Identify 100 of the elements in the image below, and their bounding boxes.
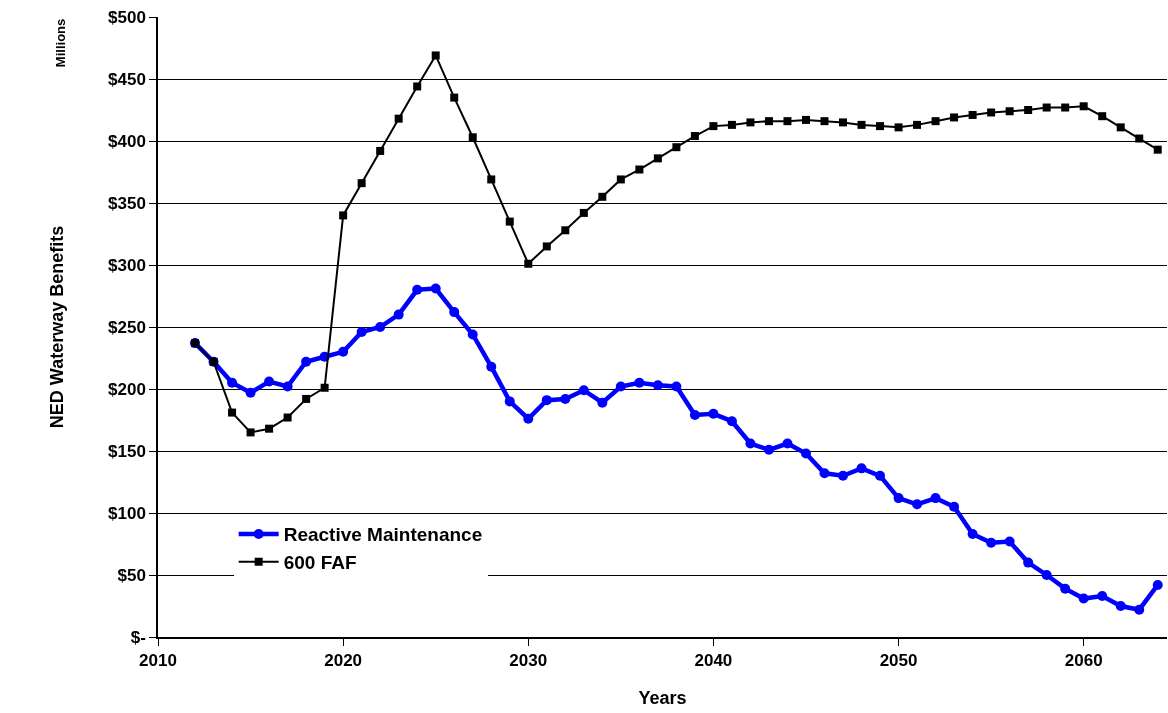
point: [819, 468, 830, 479]
point: [1134, 604, 1145, 615]
point: [375, 322, 386, 332]
point: [1042, 103, 1051, 112]
point: [782, 438, 793, 449]
point: [598, 192, 607, 201]
point: [450, 93, 459, 102]
y-tick-label: $300: [108, 255, 146, 275]
point: [264, 376, 275, 387]
point: [487, 175, 496, 184]
point: [467, 329, 478, 340]
point: [967, 529, 978, 540]
point: [726, 416, 737, 427]
point: [1041, 570, 1052, 580]
point: [1115, 601, 1126, 611]
point: [1153, 145, 1162, 154]
y-tick-label: $-: [130, 627, 146, 647]
x-tick-label: 2010: [139, 651, 177, 671]
point: [635, 165, 644, 174]
point: [302, 394, 311, 403]
legend-label: 600 FAF: [283, 552, 357, 574]
point: [1116, 123, 1125, 132]
point: [913, 120, 922, 129]
point: [505, 217, 514, 226]
point: [931, 117, 940, 126]
point: [745, 438, 756, 449]
y-tick-label: $500: [108, 7, 146, 27]
point: [1023, 557, 1034, 568]
point: [764, 117, 773, 126]
point: [763, 444, 774, 455]
point: [449, 307, 460, 318]
point: [227, 377, 238, 388]
point: [1004, 536, 1015, 547]
point: [320, 383, 329, 392]
point: [394, 114, 403, 123]
point: [376, 146, 385, 155]
point: [282, 381, 293, 392]
x-tick-label: 2040: [694, 651, 733, 671]
point: [986, 537, 997, 548]
point: [800, 448, 811, 459]
point: [283, 413, 292, 422]
x-tick-label: 2030: [509, 651, 548, 671]
point: [561, 226, 570, 235]
point: [579, 208, 588, 217]
point: [820, 117, 829, 126]
point: [987, 108, 996, 117]
point: [783, 117, 792, 126]
point: [597, 397, 608, 408]
point: [1079, 102, 1088, 111]
point: [486, 361, 497, 372]
point: [1098, 112, 1107, 121]
x-tick-label: 2050: [879, 651, 918, 671]
point: [560, 393, 571, 404]
point: [357, 179, 366, 188]
point: [245, 387, 256, 398]
point: [838, 470, 849, 481]
point: [672, 143, 681, 152]
point: [301, 356, 312, 367]
point: [542, 242, 551, 251]
point: [894, 123, 903, 132]
point: [338, 346, 349, 357]
y-tick-label: $100: [108, 503, 146, 523]
point: [671, 381, 682, 392]
point: [876, 122, 885, 131]
y-tick-label: $200: [108, 379, 146, 399]
text: Millions: [53, 18, 69, 68]
point: [1135, 134, 1144, 143]
point: [413, 82, 422, 91]
point: [634, 377, 645, 388]
point: [228, 408, 237, 417]
point: [652, 380, 663, 391]
point: [468, 133, 477, 142]
point: [1061, 103, 1070, 112]
point: [615, 381, 626, 392]
point: [246, 428, 255, 437]
point: [1060, 583, 1071, 594]
point: [1078, 593, 1089, 604]
point: [431, 51, 440, 60]
y-tick-label: $150: [108, 441, 146, 461]
point: [727, 120, 736, 129]
x-tick-label: 2060: [1064, 651, 1103, 671]
point: [949, 501, 960, 512]
point: [653, 154, 662, 163]
point: [339, 211, 348, 220]
point: [690, 132, 699, 141]
point: [616, 175, 625, 184]
point: [430, 283, 441, 294]
x-tick-label: 2020: [324, 651, 363, 671]
point: [856, 463, 867, 474]
point: [393, 309, 404, 320]
point: [578, 385, 589, 396]
point: [1152, 579, 1163, 590]
point: [912, 499, 923, 510]
point: [504, 396, 515, 407]
point: [709, 122, 718, 131]
point: [968, 110, 977, 119]
point: [801, 115, 810, 124]
point: [412, 284, 423, 295]
point: [708, 408, 719, 419]
point: [524, 259, 533, 268]
